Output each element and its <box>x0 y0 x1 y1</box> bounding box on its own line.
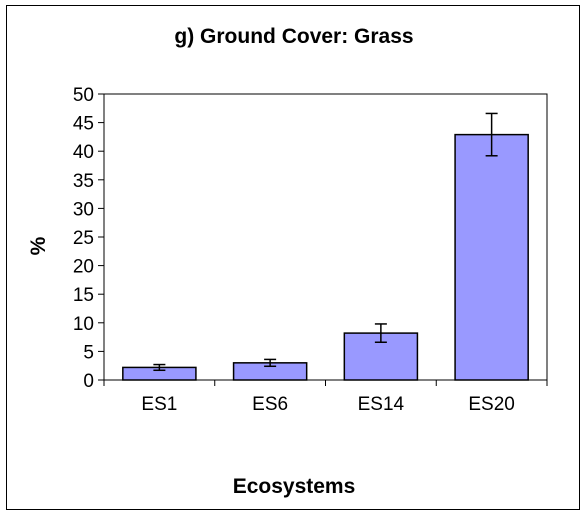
x-tick-label-es14: ES14 <box>358 394 405 415</box>
y-tick-label: 15 <box>73 285 94 306</box>
y-tick-label: 25 <box>73 228 94 249</box>
x-tick-label-es1: ES1 <box>141 394 177 415</box>
y-tick-label: 0 <box>83 371 94 392</box>
chart-title: g) Ground Cover: Grass <box>174 25 413 48</box>
y-axis-title: % <box>27 236 50 255</box>
y-tick-label: 50 <box>73 85 94 106</box>
y-tick-label: 5 <box>83 342 94 363</box>
x-tick-label-es20: ES20 <box>468 394 514 415</box>
x-tick-label-es6: ES6 <box>252 394 288 415</box>
x-axis-title: Ecosystems <box>233 475 356 498</box>
y-tick-label: 20 <box>73 257 94 278</box>
y-tick-label: 35 <box>73 171 94 192</box>
y-tick-label: 45 <box>73 114 94 135</box>
bar-es20 <box>454 133 529 381</box>
y-tick-label: 10 <box>73 314 94 335</box>
y-tick-label: 40 <box>73 142 94 163</box>
plot-area: 0 5 10 15 20 25 30 35 40 45 50 ES1 ES6 ES14 ES20 <box>73 85 548 415</box>
y-tick-label: 30 <box>73 199 94 220</box>
